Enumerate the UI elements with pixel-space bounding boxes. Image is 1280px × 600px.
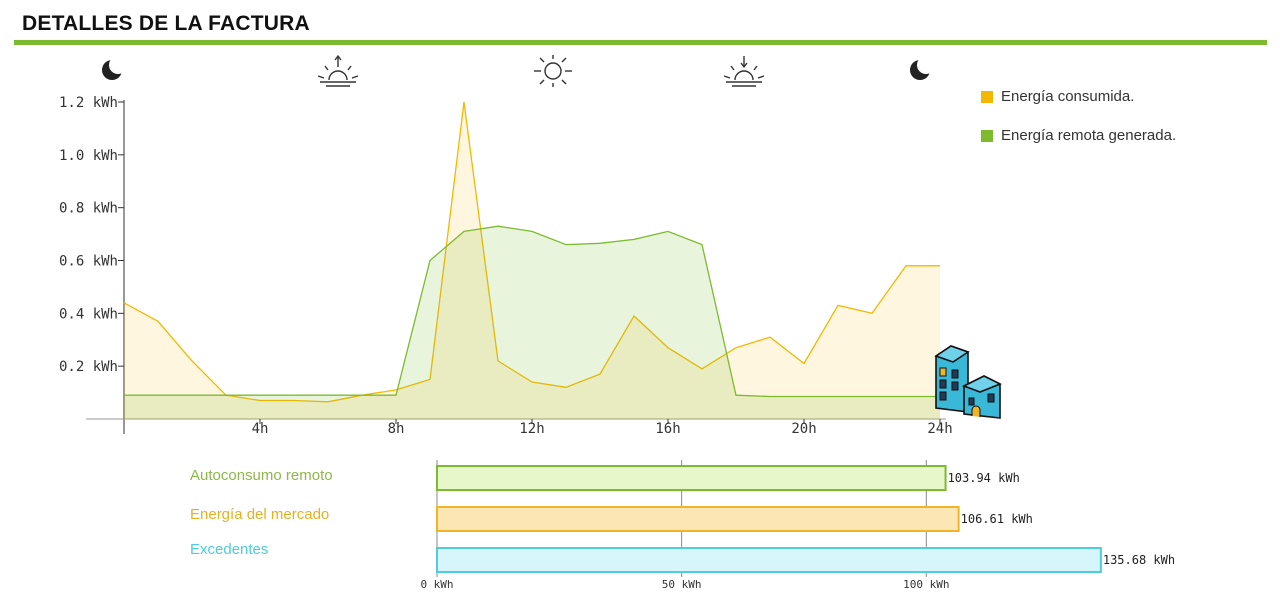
legend-swatch xyxy=(981,129,993,142)
y-tick-label: 0.2 kWh xyxy=(59,359,118,375)
series-area-generated xyxy=(124,226,940,419)
series-line-generated xyxy=(124,225,940,398)
x-tick-label: 8h xyxy=(388,421,405,437)
series-line-consumed xyxy=(123,101,940,403)
series-area-consumed xyxy=(124,102,940,419)
x-tick-label: 20h xyxy=(791,421,816,437)
y-tick-label: 1.2 kWh xyxy=(59,95,118,111)
moon-icon xyxy=(102,56,127,80)
bar-label-excedentes: Excedentes xyxy=(190,541,269,558)
building-icon xyxy=(934,345,1002,419)
sunset-icon xyxy=(723,56,765,87)
y-tick-label: 0.8 kWh xyxy=(59,201,118,217)
x-tick-label: 12h xyxy=(519,421,544,437)
legend-item-generated: Energía remota generada. xyxy=(981,127,1176,144)
sunrise-icon xyxy=(317,54,359,87)
x-tick-label: 4h xyxy=(252,421,269,437)
bar-label-mercado: Energía del mercado xyxy=(190,506,330,523)
y-tick-label: 1.0 kWh xyxy=(59,148,118,164)
sun-icon xyxy=(534,55,572,87)
y-tick-label: 0.4 kWh xyxy=(59,306,118,322)
title-divider xyxy=(14,40,1267,45)
legend-label: Energía consumida. xyxy=(1001,88,1135,105)
page-title: DETALLES DE LA FACTURA xyxy=(22,12,310,35)
x-tick-label: 24h xyxy=(927,421,952,437)
legend-item-consumed: Energía consumida. xyxy=(981,88,1134,105)
y-tick-label: 0.6 kWh xyxy=(59,254,118,270)
legend-label: Energía remota generada. xyxy=(1001,127,1177,144)
legend-swatch xyxy=(981,90,993,103)
bar-label-autoconsumo: Autoconsumo remoto xyxy=(190,467,333,484)
x-tick-label: 16h xyxy=(655,421,680,437)
moon-icon xyxy=(910,56,935,80)
